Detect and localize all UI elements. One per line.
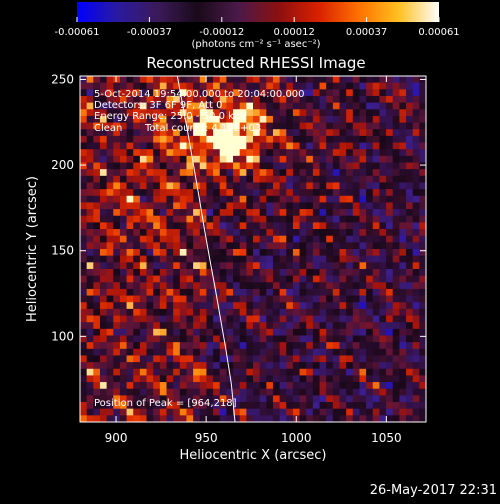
y-tick-label: 150	[51, 244, 74, 258]
y-axis-ticks: 100 150 200 250	[51, 72, 426, 343]
x-tick-label: 900	[105, 431, 128, 445]
annotation-peak-position: Position of Peak = [964,218]	[94, 398, 237, 409]
heatmap-cells	[80, 76, 426, 422]
colorbar-tick-label: -0.00012	[199, 27, 244, 38]
colorbar-tick-label: -0.00037	[127, 27, 172, 38]
annotation-energy: Energy Range: 25.0 - 50.0 keV	[94, 111, 247, 122]
annotation-total-counts: Total counts: 4.12E+03	[144, 123, 261, 134]
y-tick-label: 200	[51, 158, 74, 172]
solar-limb-line	[176, 76, 236, 422]
y-axis-label: Heliocentric Y (arcsec)	[25, 176, 40, 322]
colorbar-tick-label: 0.00012	[274, 27, 315, 38]
x-tick-label: 1050	[371, 431, 402, 445]
colorbar-unit-label: (photons cm⁻² s⁻¹ asec⁻²)	[191, 39, 320, 50]
colorbar-ticks: -0.00061 -0.00037 -0.00012 0.00012 0.00037 0.…	[55, 17, 460, 38]
x-tick-label: 1000	[281, 431, 312, 445]
x-axis-ticks: 900 950 1000 1050	[105, 76, 402, 445]
chart-title: Reconstructed RHESSI Image	[146, 54, 365, 72]
footer-timestamp: 26-May-2017 22:31	[370, 483, 497, 498]
y-tick-label: 100	[51, 329, 74, 343]
colorbar	[77, 2, 439, 22]
colorbar-tick-label: 0.00061	[418, 27, 459, 38]
plot-frame	[79, 75, 427, 423]
colorbar-tick-label: 0.00037	[346, 27, 387, 38]
x-axis-label: Heliocentric X (arcsec)	[180, 448, 327, 463]
x-tick-label: 950	[195, 431, 218, 445]
y-tick-label: 250	[51, 72, 74, 86]
annotation-detectors: Detectors: 3F 6F 9F, Att 0	[94, 100, 222, 111]
annotation-clean: Clean	[94, 123, 122, 134]
colorbar-tick-label: -0.00061	[55, 27, 100, 38]
annotation-time: 5-Oct-2014 19:54:00.000 to 20:04:00.000	[94, 89, 305, 100]
